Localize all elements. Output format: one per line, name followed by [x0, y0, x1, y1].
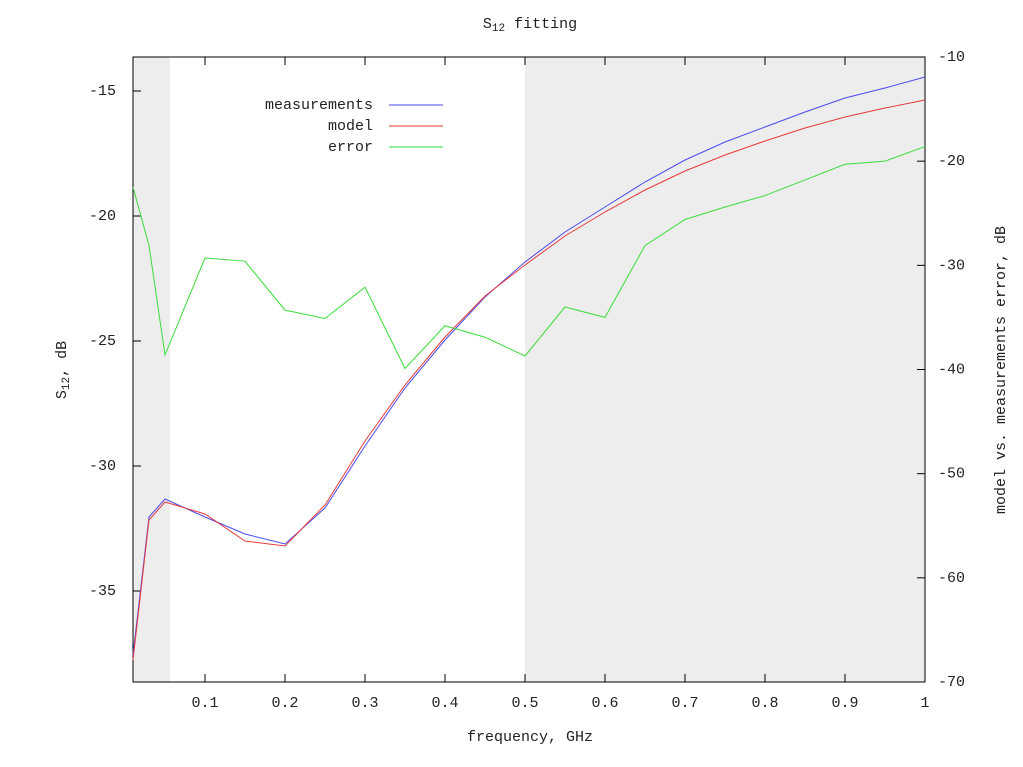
ylabel-part: , dB: [54, 341, 71, 377]
plot-frame: [132, 56, 926, 683]
x-tick-label: 0.7: [671, 695, 698, 712]
series-line: [132, 76, 926, 656]
x-tick-label: 1: [920, 695, 929, 712]
title-sub: 12: [492, 23, 505, 35]
y-tick-label: -20: [89, 208, 116, 225]
series-line: [132, 99, 926, 661]
y2-tick-label: -30: [938, 257, 965, 274]
series-line: [132, 146, 926, 370]
y-tick-label: -30: [89, 458, 116, 475]
y2-tick-label: -70: [938, 674, 965, 691]
x-axis-label: frequency, GHz: [467, 729, 593, 746]
ylabel-sub: 12: [61, 377, 73, 390]
shaded-region: [525, 57, 925, 682]
y2-tick-label: -60: [938, 570, 965, 587]
y2-tick-label: -10: [938, 49, 965, 66]
x-tick-label: 0.8: [751, 695, 778, 712]
y-tick-label: -35: [89, 583, 116, 600]
title-part: S: [483, 16, 492, 33]
x-tick-label: 0.1: [191, 695, 218, 712]
title-part: fitting: [505, 16, 577, 33]
shaded-region: [133, 57, 170, 682]
y2-tick-label: -20: [938, 153, 965, 170]
chart-title: S12 fitting: [483, 16, 577, 35]
y-axis-label: S12, dB: [54, 341, 73, 399]
y2-tick-label: -40: [938, 361, 965, 378]
y2-axis-label: model vs. measurements error, dB: [993, 226, 1010, 514]
x-tick-label: 0.2: [271, 695, 298, 712]
legend-label: measurements: [265, 97, 373, 114]
y2-tick-label: -50: [938, 466, 965, 483]
y-tick-label: -15: [89, 83, 116, 100]
x-tick-label: 0.9: [831, 695, 858, 712]
x-tick-label: 0.4: [431, 695, 458, 712]
legend-label: error: [328, 139, 373, 156]
ylabel-part: S: [54, 390, 71, 399]
x-tick-label: 0.3: [351, 695, 378, 712]
y-tick-label: -25: [89, 333, 116, 350]
x-tick-label: 0.6: [591, 695, 618, 712]
x-tick-label: 0.5: [511, 695, 538, 712]
legend-label: model: [328, 118, 373, 135]
